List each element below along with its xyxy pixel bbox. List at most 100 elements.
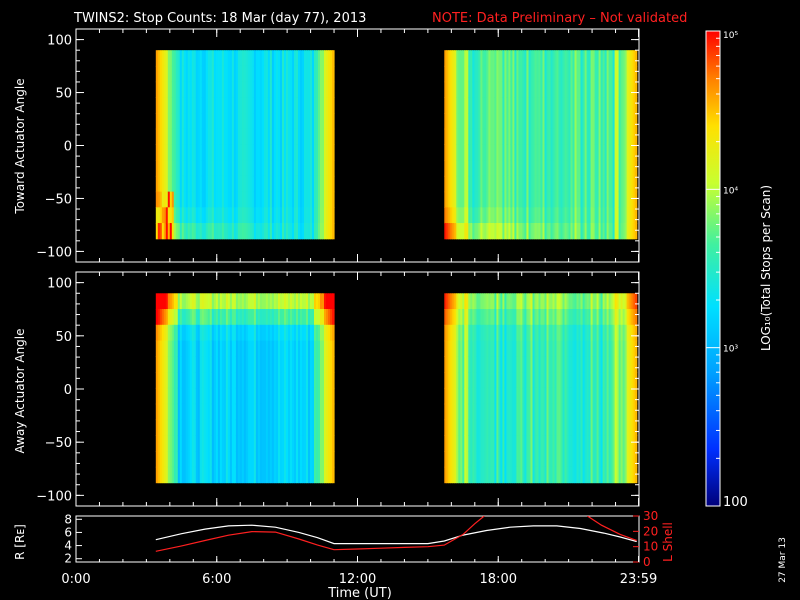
heatmap-cell [476,144,479,161]
heatmap-cell [604,324,608,342]
heatmap-cell [468,128,471,145]
heatmap-cell [213,207,217,224]
heatmap-cell [175,81,179,98]
heatmap-cell [169,356,173,373]
heatmap-cell [538,207,542,224]
heatmap-cell [460,97,463,114]
heatmap-cell [189,356,193,373]
heatmap-cell [456,372,459,389]
heatmap-cell [624,175,628,193]
heatmap-cell [512,191,515,208]
heatmap-cell [205,356,209,373]
heatmap-cell [245,293,249,310]
heatmap-cell [314,128,317,145]
heatmap-cell [450,191,453,208]
heatmap-cell [590,207,594,224]
heatmap-cell [534,175,538,193]
heatmap-cell [310,340,313,357]
heatmap-cell [322,372,325,389]
heatmap-cell [282,451,285,468]
heatmap-cell [444,175,447,193]
heatmap-cell [183,309,187,326]
heatmap-cell [284,403,287,421]
heatmap-cell [452,81,455,98]
heatmap-cell [273,372,277,389]
heatmap-cell [209,324,213,342]
heatmap-cell [183,293,187,310]
heatmap-cell [205,324,209,342]
heatmap-cell [486,128,489,145]
heatmap-cell [568,223,572,240]
heatmap-cell [496,191,499,208]
heatmap-cell [564,207,568,224]
heatmap-cell [217,435,221,452]
heatmap-cell [446,223,449,240]
heatmap-cell [574,113,578,130]
heatmap-cell [328,466,331,484]
heatmap-cell [171,324,175,342]
heatmap-cell [544,50,548,67]
heatmap-cell [626,451,630,468]
heatmap-cell [502,97,505,114]
heatmap-cell [223,340,227,357]
heatmap-cell [280,113,283,130]
heatmap-cell [255,340,259,357]
heatmap-cell [296,113,299,130]
heatmap-cell [478,293,481,310]
heatmap-cell [484,451,487,468]
heatmap-cell [506,435,509,452]
heatmap-cell [225,372,229,389]
heatmap-cell [233,309,237,326]
heatmap-cell [267,113,271,130]
heatmap-cell [608,451,612,468]
heatmap-cell [173,309,177,326]
heatmap-cell [538,81,542,98]
toward-ylabel: Toward Actuator Angle [13,78,27,214]
heatmap-cell [251,340,255,357]
heatmap-cell [544,466,548,484]
heatmap-cell [480,324,483,342]
heatmap-cell [560,293,564,310]
heatmap-cell [628,340,632,357]
heatmap-cell [282,97,285,114]
heatmap-cell [532,309,536,326]
heatmap-cell [306,466,309,484]
heatmap-cell [215,81,219,98]
heatmap-cell [183,144,187,161]
heatmap-cell [594,81,598,98]
heatmap-cell [446,97,449,114]
heatmap-cell [464,435,467,452]
heatmap-cell [227,340,231,357]
heatmap-cell [630,81,634,98]
heatmap-cell [524,65,527,83]
heatmap-cell [225,356,229,373]
heatmap-cell [594,451,598,468]
heatmap-cell [257,160,261,177]
heatmap-cell [504,372,507,389]
heatmap-cell [558,309,562,326]
heatmap-cell [624,207,628,224]
heatmap-cell [275,207,279,224]
heatmap-cell [205,435,209,452]
heatmap-cell [183,435,187,452]
heatmap-cell [552,175,556,193]
heatmap-cell [203,372,207,389]
heatmap-cell [590,451,594,468]
heatmap-cell [614,372,618,389]
heatmap-cell [229,435,233,452]
heatmap-cell [456,309,459,326]
heatmap-cell [470,160,473,177]
heatmap-cell [181,65,185,83]
heatmap-cell [167,403,171,421]
heatmap-cell [300,324,303,342]
heatmap-cell [189,81,193,98]
heatmap-cell [512,144,515,161]
heatmap-cell [612,356,616,373]
heatmap-cell [312,144,315,161]
heatmap-cell [570,113,574,130]
heatmap-cell [590,387,594,405]
heatmap-cell [237,128,241,145]
heatmap-cell [330,403,333,421]
heatmap-cell [255,223,259,240]
heatmap-cell [255,65,259,83]
